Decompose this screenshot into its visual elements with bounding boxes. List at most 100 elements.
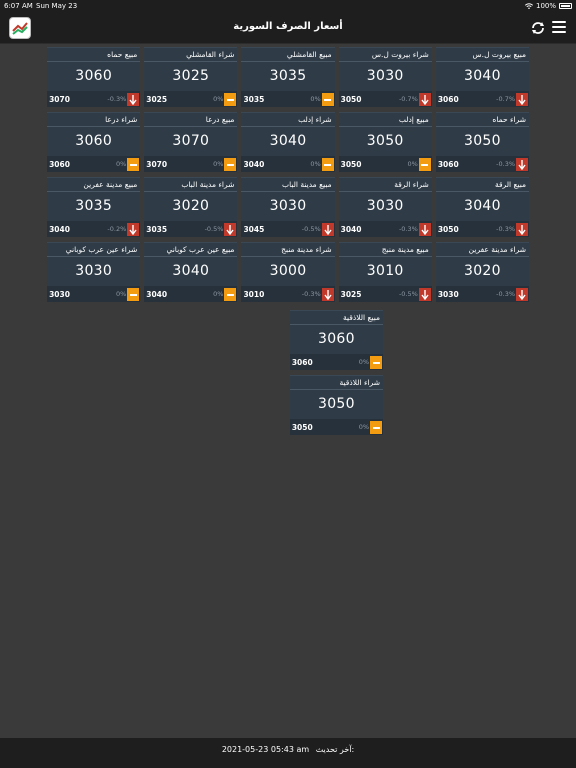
rate-footer: 3045 -0.5% bbox=[241, 221, 335, 237]
rate-card[interactable]: شراء اللاذقية 3050 3050 0% bbox=[289, 375, 383, 435]
rate-footer: 3040 -0.2% bbox=[47, 221, 141, 237]
divider bbox=[47, 126, 141, 127]
previous-price: 3060 bbox=[291, 358, 313, 367]
change-percent: -0.5% bbox=[204, 225, 224, 233]
rate-card[interactable]: مبيع اللاذقية 3060 3060 0% bbox=[289, 310, 383, 370]
rate-card[interactable]: شراء الرقة 3030 3040 -0.3% bbox=[338, 177, 432, 237]
rate-label: شراء إدلب bbox=[298, 115, 332, 124]
rate-footer: 3010 -0.3% bbox=[241, 286, 335, 302]
change-percent: -0.3% bbox=[496, 225, 515, 233]
wifi-icon bbox=[524, 3, 533, 9]
rate-card[interactable]: مبيع درعا 3070 3070 0% bbox=[144, 112, 238, 172]
divider bbox=[338, 61, 432, 62]
trend-flat-badge bbox=[127, 288, 140, 301]
trend-down-badge bbox=[516, 288, 528, 301]
rate-card[interactable]: مبيع الرقة 3040 3050 -0.3% bbox=[435, 177, 529, 237]
trend-down-badge bbox=[516, 93, 528, 106]
rate-label: مبيع درعا bbox=[205, 115, 235, 124]
previous-price: 3025 bbox=[340, 290, 362, 299]
divider bbox=[47, 61, 141, 62]
rate-card[interactable]: مبيع مدينة الباب 3030 3045 -0.5% bbox=[241, 177, 335, 237]
rate-price: 3030 bbox=[75, 263, 113, 279]
rate-label: شراء حماه bbox=[492, 115, 526, 124]
rate-footer: 3040 0% bbox=[144, 286, 238, 302]
previous-price: 3060 bbox=[437, 95, 459, 104]
rate-card[interactable]: شراء حماه 3050 3060 -0.3% bbox=[435, 112, 529, 172]
trend-flat-badge bbox=[321, 93, 334, 106]
rate-footer: 3030 -0.3% bbox=[435, 286, 529, 302]
rate-price: 3050 bbox=[366, 133, 404, 149]
arrow-down-icon bbox=[324, 289, 332, 300]
trend-down-badge bbox=[418, 223, 431, 236]
menu-button[interactable] bbox=[552, 21, 566, 33]
rate-footer: 3050 0% bbox=[289, 419, 383, 435]
change-percent: -0.7% bbox=[496, 95, 515, 103]
previous-price: 3035 bbox=[146, 225, 168, 234]
rate-price: 3060 bbox=[75, 68, 113, 84]
rate-card[interactable]: مبيع مدينة عفرين 3035 3040 -0.2% bbox=[47, 177, 141, 237]
rate-price: 3040 bbox=[269, 133, 307, 149]
rate-label: مبيع عين عرب كوباني bbox=[166, 245, 235, 254]
rate-card[interactable]: مبيع القامشلي 3035 3035 0% bbox=[241, 47, 335, 107]
refresh-button[interactable] bbox=[530, 20, 546, 36]
rate-card[interactable]: مبيع حماه 3060 3070 -0.3% bbox=[47, 47, 141, 107]
rate-price: 3025 bbox=[172, 68, 210, 84]
rate-footer: 3050 0% bbox=[338, 156, 432, 172]
arrow-down-icon bbox=[518, 159, 526, 170]
trend-flat-badge bbox=[370, 421, 382, 434]
rates-grid: مبيع بيروت ل.س 3040 3060 -0.7% شراء بيروت ل.… bbox=[47, 47, 529, 302]
divider bbox=[289, 324, 383, 325]
arrow-down-icon bbox=[129, 94, 137, 105]
rate-label: مبيع بيروت ل.س bbox=[472, 50, 526, 59]
rate-label: شراء بيروت ل.س bbox=[371, 50, 429, 59]
rate-price: 3020 bbox=[172, 198, 210, 214]
trend-down-badge bbox=[418, 288, 431, 301]
change-percent: 0% bbox=[115, 160, 127, 168]
rate-price: 3070 bbox=[172, 133, 210, 149]
arrow-down-icon bbox=[518, 94, 526, 105]
rate-card[interactable]: شراء درعا 3060 3060 0% bbox=[47, 112, 141, 172]
rate-card[interactable]: شراء بيروت ل.س 3030 3050 -0.7% bbox=[338, 47, 432, 107]
change-percent: 0% bbox=[213, 290, 224, 298]
arrow-down-icon bbox=[324, 224, 332, 235]
trend-down-badge bbox=[127, 223, 140, 236]
trend-down-badge bbox=[127, 93, 140, 106]
change-percent: 0% bbox=[115, 290, 127, 298]
rate-card[interactable]: مبيع إدلب 3050 3050 0% bbox=[338, 112, 432, 172]
previous-price: 3070 bbox=[49, 95, 70, 104]
rate-card[interactable]: مبيع بيروت ل.س 3040 3060 -0.7% bbox=[435, 47, 529, 107]
divider bbox=[144, 191, 238, 192]
trend-flat-badge bbox=[224, 288, 237, 301]
arrow-down-icon bbox=[421, 224, 429, 235]
trend-down-badge bbox=[224, 223, 237, 236]
trend-flat-badge bbox=[224, 158, 237, 171]
rate-price: 3035 bbox=[269, 68, 307, 84]
rates-grid-last-row: مبيع اللاذقية 3060 3060 0% شراء اللاذقية 3050… bbox=[193, 310, 383, 435]
rate-footer: 3070 0% bbox=[144, 156, 238, 172]
change-percent: -0.2% bbox=[107, 225, 127, 233]
rate-card[interactable]: شراء مدينة منبج 3000 3010 -0.3% bbox=[241, 242, 335, 302]
previous-price: 3045 bbox=[243, 225, 265, 234]
rate-label: شراء الرقة bbox=[394, 180, 429, 189]
status-right: 100% bbox=[524, 2, 572, 10]
rate-card[interactable]: شراء إدلب 3040 3040 0% bbox=[241, 112, 335, 172]
trend-flat-badge bbox=[418, 158, 431, 171]
rate-card[interactable]: شراء مدينة الباب 3020 3035 -0.5% bbox=[144, 177, 238, 237]
trend-flat-badge bbox=[224, 93, 237, 106]
change-percent: 0% bbox=[358, 423, 369, 431]
trend-flat-badge bbox=[127, 158, 140, 171]
change-percent: -0.5% bbox=[301, 225, 321, 233]
rate-footer: 3025 0% bbox=[144, 91, 238, 107]
rate-label: مبيع مدينة منبج bbox=[381, 245, 429, 254]
divider bbox=[47, 191, 141, 192]
rate-card[interactable]: شراء عين عرب كوباني 3030 3030 0% bbox=[47, 242, 141, 302]
rate-card[interactable]: شراء القامشلي 3025 3025 0% bbox=[144, 47, 238, 107]
rate-footer: 3060 -0.7% bbox=[435, 91, 529, 107]
footer: 2021-05-23 05:43 am آخر تحديث: bbox=[0, 738, 576, 768]
rate-card[interactable]: مبيع عين عرب كوباني 3040 3040 0% bbox=[144, 242, 238, 302]
divider bbox=[47, 256, 141, 257]
rate-card[interactable]: شراء مدينة عفرين 3020 3030 -0.3% bbox=[435, 242, 529, 302]
rate-card[interactable]: مبيع مدينة منبج 3010 3025 -0.5% bbox=[338, 242, 432, 302]
trend-flat-badge bbox=[321, 158, 334, 171]
previous-price: 3010 bbox=[243, 290, 265, 299]
